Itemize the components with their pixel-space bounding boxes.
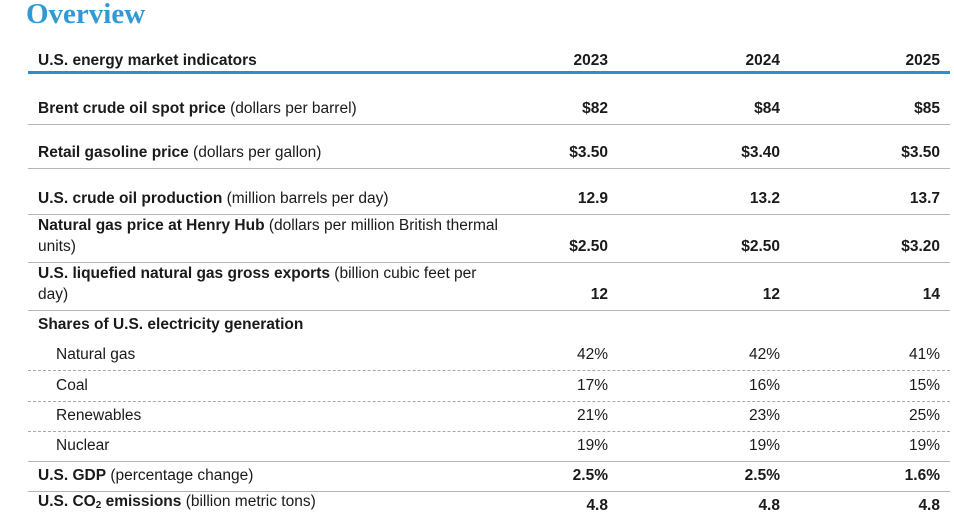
cell-value: 14: [922, 286, 940, 303]
cell-value: 19%: [576, 437, 608, 454]
table-row: U.S. CO2 emissions (billion metric tons)…: [28, 491, 950, 521]
cell-value: 25%: [908, 407, 940, 424]
row-name: U.S. liquefied natural gas gross exports: [38, 265, 330, 282]
cell-value: $3.50: [569, 144, 608, 161]
row-unit: (billion metric tons): [181, 493, 316, 510]
cell-value: 41%: [908, 346, 940, 363]
cell-value: 21%: [576, 407, 608, 424]
row-unit: (billion cubic feet per day): [38, 265, 477, 303]
cell-value: $85: [914, 100, 940, 117]
table-row: Natural gas 42% 42% 41%: [28, 340, 950, 371]
table-row: Natural gas price at Henry Hub (dollars …: [28, 214, 950, 263]
cell-value: 42%: [748, 346, 780, 363]
row-name: U.S. GDP: [38, 467, 107, 484]
header-year-2025: 2025: [905, 52, 940, 69]
section-title: Shares of U.S. electricity generation: [38, 316, 304, 333]
page-title: Overview: [26, 0, 146, 30]
cell-value: 4.8: [586, 497, 608, 514]
cell-value: 17%: [576, 377, 608, 394]
row-name: Natural gas price at Henry Hub: [38, 217, 265, 234]
cell-value: 15%: [908, 377, 940, 394]
cell-value: 12: [762, 286, 780, 303]
row-name: Retail gasoline price: [38, 144, 189, 161]
section-header: Shares of U.S. electricity generation: [28, 310, 950, 340]
cell-value: 4.8: [758, 497, 780, 514]
cell-value: 2.5%: [744, 467, 780, 484]
cell-value: 12.9: [577, 190, 608, 207]
table-row: Nuclear 19% 19% 19%: [28, 431, 950, 462]
row-unit: (million barrels per day): [222, 190, 389, 207]
table-row: Coal 17% 16% 15%: [28, 370, 950, 402]
row-unit: (dollars per million British thermal uni…: [38, 217, 498, 255]
table-row: U.S. crude oil production (million barre…: [28, 168, 950, 215]
table-row: Brent crude oil spot price (dollars per …: [28, 74, 950, 125]
cell-value: 19%: [748, 437, 780, 454]
row-unit: (dollars per barrel): [225, 100, 357, 117]
cell-value: $2.50: [741, 238, 780, 255]
cell-value: 42%: [576, 346, 608, 363]
row-name: Nuclear: [56, 437, 110, 454]
row-unit: (percentage change): [106, 467, 254, 484]
cell-value: $3.20: [901, 238, 940, 255]
cell-value: $84: [754, 100, 780, 117]
row-unit: (dollars per gallon): [188, 144, 322, 161]
table-row: Renewables 21% 23% 25%: [28, 401, 950, 432]
row-name: Natural gas: [56, 346, 136, 363]
cell-value: 13.7: [909, 190, 940, 207]
table-row: Retail gasoline price (dollars per gallo…: [28, 124, 950, 169]
cell-value: 1.6%: [904, 467, 940, 484]
row-name: Brent crude oil spot price: [38, 100, 226, 117]
cell-value: 13.2: [749, 190, 780, 207]
header-label: U.S. energy market indicators: [38, 52, 257, 69]
header-divider: [28, 71, 950, 74]
cell-value: 23%: [748, 407, 780, 424]
cell-value: 2.5%: [572, 467, 608, 484]
cell-value: $2.50: [569, 238, 608, 255]
cell-value: $82: [582, 100, 608, 117]
cell-value: $3.40: [741, 144, 780, 161]
table-row: U.S. liquefied natural gas gross exports…: [28, 262, 950, 311]
row-name: Renewables: [56, 407, 142, 424]
table-row: U.S. GDP (percentage change) 2.5% 2.5% 1…: [28, 461, 950, 492]
cell-value: $3.50: [901, 144, 940, 161]
cell-value: 16%: [748, 377, 780, 394]
header-year-2024: 2024: [745, 52, 780, 69]
row-name: U.S. CO2 emissions: [38, 493, 182, 511]
row-name: U.S. crude oil production: [38, 190, 223, 207]
row-name: Coal: [56, 377, 88, 394]
cell-value: 4.8: [918, 497, 940, 514]
cell-value: 12: [590, 286, 608, 303]
header-year-2023: 2023: [573, 52, 608, 69]
table-header: U.S. energy market indicators 2023 2024 …: [28, 50, 950, 70]
cell-value: 19%: [908, 437, 940, 454]
